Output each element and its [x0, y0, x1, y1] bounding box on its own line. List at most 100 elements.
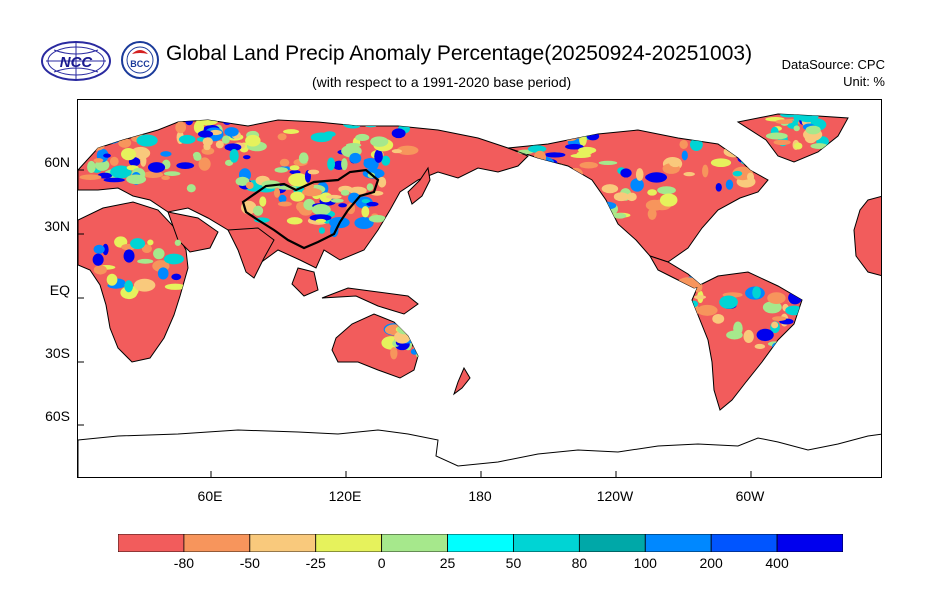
anomaly-blob — [224, 127, 239, 137]
lon-label-60w: 60W — [735, 488, 765, 504]
anomaly-blob — [595, 201, 617, 210]
colorbar-swatch — [710, 534, 778, 552]
anomaly-blob — [298, 152, 309, 164]
anomaly-blob — [544, 130, 558, 137]
anomaly-blob — [718, 130, 734, 137]
colorbar-swatch — [447, 534, 514, 552]
anomaly-blob — [224, 159, 234, 166]
anomaly-blob — [762, 301, 782, 314]
land-japan — [407, 166, 431, 205]
anomaly-blob — [391, 115, 409, 121]
anomaly-blob — [186, 184, 196, 193]
anomaly-blob — [746, 151, 768, 161]
anomaly-blob — [544, 152, 566, 158]
lat-label-30n: 30N — [44, 218, 70, 234]
anomaly-blob — [579, 133, 587, 147]
anomaly-blob — [715, 183, 722, 192]
anomaly-blob — [681, 304, 691, 316]
colorbar-label: -25 — [305, 555, 326, 571]
anomaly-blob — [725, 179, 734, 190]
anomaly-blob — [719, 295, 738, 309]
anomaly-blob — [175, 121, 187, 134]
anomaly-blob — [805, 125, 821, 135]
anomaly-blob — [680, 302, 689, 311]
anomaly-blob — [810, 143, 828, 150]
anomaly-blob — [259, 196, 267, 207]
anomaly-blob — [136, 134, 158, 147]
lat-label-60s: 60S — [45, 408, 70, 424]
colorbar-swatch — [644, 534, 712, 552]
anomaly-blob — [679, 139, 688, 149]
anomaly-blob — [163, 171, 181, 177]
anomaly-blob — [302, 187, 322, 197]
anomaly-blob — [681, 127, 691, 139]
anomaly-blob — [672, 310, 682, 316]
anomaly-blob — [279, 158, 290, 167]
anomaly-blob — [243, 155, 251, 160]
anomaly-blob — [106, 273, 118, 286]
anomaly-blob — [756, 328, 774, 342]
anomaly-blob — [771, 321, 779, 329]
anomaly-blob — [199, 114, 207, 120]
colorbar-label: 80 — [571, 555, 588, 571]
anomaly-blob — [531, 126, 550, 137]
anomaly-blob — [572, 126, 582, 139]
anomaly-blob — [689, 138, 703, 152]
anomaly-blob — [377, 176, 387, 188]
anomaly-blob — [654, 303, 665, 309]
anomaly-blob — [670, 296, 692, 308]
colorbar — [118, 534, 843, 552]
anomaly-blob — [93, 265, 107, 275]
anomaly-blob — [197, 130, 214, 138]
anomaly-blob — [123, 249, 135, 263]
anomaly-blob — [338, 203, 347, 208]
anomaly-blob — [278, 194, 287, 203]
land-africa — [78, 201, 189, 363]
anomaly-blob — [390, 347, 398, 360]
anomaly-blob — [120, 286, 138, 300]
unit-label: Unit: % — [843, 74, 885, 89]
anomaly-blob — [656, 277, 667, 291]
anomaly-blob — [423, 320, 431, 332]
map-plot-area[interactable] — [77, 99, 882, 478]
anomaly-blob — [557, 164, 564, 178]
anomaly-blob — [361, 206, 370, 218]
anomaly-blob — [354, 216, 374, 229]
anomaly-blob — [245, 181, 254, 190]
bcc-logo-text: BCC — [130, 59, 150, 69]
anomaly-blob — [752, 286, 761, 299]
precip-anomaly-map — [78, 113, 881, 477]
lat-label-60n: 60N — [44, 154, 70, 170]
colorbar-swatch — [118, 534, 185, 552]
anomaly-blob — [788, 291, 802, 305]
anomaly-blob — [288, 173, 309, 187]
anomaly-blob — [93, 158, 104, 163]
anomaly-blob — [364, 122, 378, 128]
anomaly-blob — [630, 178, 644, 192]
anomaly-blob — [192, 114, 203, 117]
anomaly-blob — [323, 131, 336, 138]
lon-label-180: 180 — [468, 488, 492, 504]
anomaly-blob — [645, 172, 667, 182]
anomaly-blob — [307, 169, 320, 175]
anomaly-blob — [93, 244, 105, 254]
anomaly-blob — [654, 285, 667, 293]
anomaly-blob — [157, 267, 169, 280]
anomaly-blob — [147, 239, 154, 246]
anomaly-blob — [702, 164, 709, 178]
anomaly-blob — [161, 175, 170, 180]
anomaly-blob — [164, 283, 186, 290]
anomaly-blob — [726, 330, 743, 340]
anomaly-blob — [126, 174, 147, 185]
anomaly-blob — [565, 143, 584, 150]
land-new-zealand — [453, 366, 471, 396]
anomaly-blob — [326, 194, 342, 199]
colorbar-label: -50 — [239, 555, 260, 571]
anomaly-blob — [102, 243, 109, 256]
colorbar-label: 400 — [765, 555, 789, 571]
anomaly-blob — [171, 273, 182, 281]
anomaly-blob — [678, 283, 686, 290]
anomaly-blob — [357, 114, 365, 127]
data-source: DataSource: CPC — [781, 57, 885, 72]
anomaly-blob — [286, 217, 303, 225]
